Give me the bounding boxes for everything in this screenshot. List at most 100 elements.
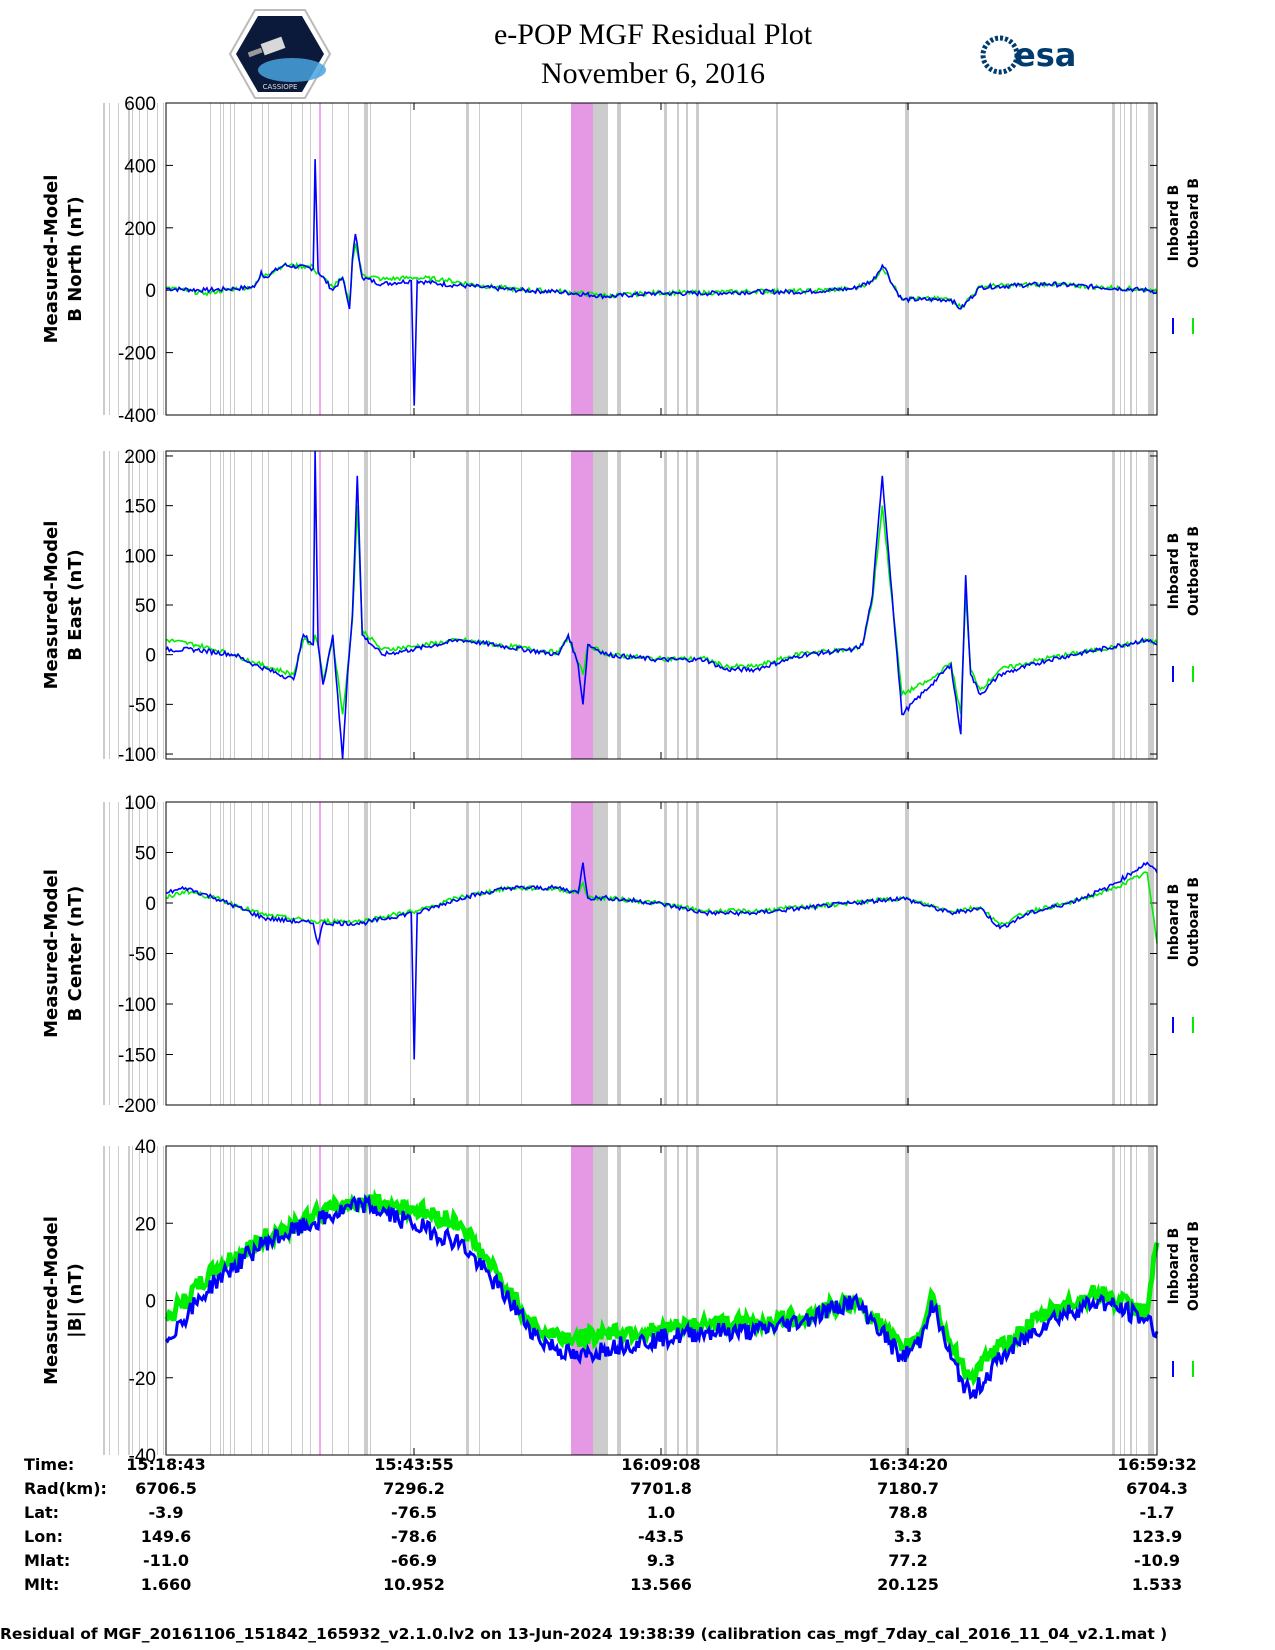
- y-tick-label: 150: [124, 497, 156, 518]
- excluded-band-gray-11: [223, 451, 224, 759]
- excluded-band-gray-1: [109, 103, 110, 415]
- excluded-band-gray-25: [466, 1146, 469, 1455]
- excluded-band-gray-3: [128, 103, 130, 415]
- excluded-band-gray-35: [905, 451, 909, 759]
- excluded-band-gray-27: [521, 451, 522, 759]
- y-axis-east: 200 150 100 50 0 -50 -100: [118, 447, 1158, 766]
- excluded-band-gray-24: [410, 802, 411, 1105]
- ephemeris-column-5: 16:59:32 6704.3 -1.7 123.9 -10.9 1.533: [1117, 1455, 1197, 1594]
- excluded-band-gray-3: [128, 451, 130, 759]
- excluded-band-gray-32: [686, 451, 688, 759]
- excluded-band-gray-14: [251, 451, 252, 759]
- mlat-5: -10.9: [1134, 1551, 1180, 1570]
- inboard-line-north: [165, 159, 1158, 406]
- ephemeris-row-labels: Time: Rad(km): Lat: Lon: Mlat: Mlt:: [24, 1455, 107, 1594]
- excluded-band-gray-11: [223, 802, 224, 1105]
- excluded-band-gray-16: [268, 802, 269, 1105]
- y-label-east-line2: B East (nT): [65, 549, 86, 661]
- excluded-band-gray-13: [234, 451, 235, 759]
- y-label-magnitude-line1: Measured-Model: [41, 1216, 62, 1385]
- lon-5: 123.9: [1132, 1527, 1183, 1546]
- legend-outboard-label: Outboard B: [1186, 877, 1202, 967]
- excluded-band-gray-2: [118, 451, 119, 759]
- excluded-band-gray-20: [332, 103, 333, 415]
- legend-inboard-label: Inboard B: [1166, 185, 1182, 262]
- excluded-band-gray-35: [905, 802, 909, 1105]
- mlat-2: -66.9: [391, 1551, 437, 1570]
- ephemeris-column-2: 15:43:55 7296.2 -76.5 -78.6 -66.9 10.952: [374, 1455, 454, 1594]
- lon-1: 149.6: [141, 1527, 192, 1546]
- excluded-band-gray-29: [617, 802, 621, 1105]
- excluded-band-gray-25: [466, 103, 469, 415]
- excluded-band-gray-33: [696, 451, 699, 759]
- excluded-band-gray-30: [664, 103, 667, 415]
- excluded-band-gray-13: [234, 802, 235, 1105]
- time-3: 16:09:08: [621, 1455, 701, 1474]
- y-label-north-line1: Measured-Model: [41, 175, 62, 344]
- y-label-center-line1: Measured-Model: [41, 869, 62, 1038]
- excluded-band-gray-38: [1124, 802, 1125, 1105]
- excluded-band-gray-14: [251, 1146, 252, 1455]
- excluded-band-gray-33: [696, 1146, 699, 1455]
- excluded-band-gray-29: [617, 451, 621, 759]
- footer-caption: Residual of MGF_20161106_151842_165932_v…: [0, 1625, 1167, 1643]
- excluded-band-gray-17: [291, 802, 292, 1105]
- excluded-band-gray-26: [479, 103, 480, 415]
- excluded-band-gray-22: [364, 451, 368, 759]
- excluded-band-gray-7: [157, 451, 158, 759]
- excluded-band-gray-15: [262, 451, 263, 759]
- excluded-band-gray-25: [466, 451, 469, 759]
- excluded-band-gray-26: [479, 451, 480, 759]
- excluded-band-gray-32: [686, 103, 688, 415]
- legend-outboard-label: Outboard B: [1186, 526, 1202, 616]
- ephemeris-column-4: 16:34:20 7180.7 78.8 3.3 77.2 20.125: [868, 1455, 948, 1594]
- excluded-band-gray-9: [210, 1146, 211, 1455]
- excluded-band-gray-21: [348, 451, 349, 759]
- y-tick-label: -50: [129, 695, 156, 716]
- excluded-band-gray-20: [332, 1146, 333, 1455]
- excluded-band-gray-29: [617, 103, 621, 415]
- legend-outboard-label: Outboard B: [1186, 178, 1202, 268]
- esa-logo-text: esa: [1014, 36, 1076, 74]
- excluded-band-gray-31: [677, 802, 679, 1105]
- excluded-band-gray-34: [776, 103, 778, 415]
- excluded-band-gray-12: [230, 802, 231, 1105]
- excluded-band-pink-1: [571, 1146, 593, 1455]
- panel-b-east: 200 150 100 50 0 -50 -100 Measured-Model B Eas…: [41, 447, 1202, 766]
- excluded-band-gray-2: [118, 1146, 119, 1455]
- y-tick-label: 20: [135, 1214, 156, 1235]
- excluded-band-gray-3: [128, 802, 130, 1105]
- excluded-band-gray-36: [1112, 451, 1115, 759]
- excluded-band-gray-20: [332, 451, 333, 759]
- row-label-time: Time:: [24, 1455, 74, 1474]
- excluded-band-gray-4: [132, 1146, 133, 1455]
- excluded-band-gray-27: [521, 1146, 522, 1455]
- excluded-band-gray-7: [157, 103, 158, 415]
- excluded-band-pink-1: [571, 451, 593, 759]
- mlat-4: 77.2: [888, 1551, 927, 1570]
- legend-outboard-label: Outboard B: [1186, 1221, 1202, 1311]
- excluded-band-pink-0: [319, 1146, 321, 1455]
- excluded-band-gray-0: [103, 451, 105, 759]
- y-tick-label: 100: [124, 793, 156, 814]
- excluded-band-gray-40: [1136, 103, 1137, 415]
- lat-5: -1.7: [1140, 1503, 1175, 1522]
- mlat-1: -11.0: [143, 1551, 189, 1570]
- excluded-band-gray-30: [664, 1146, 667, 1455]
- excluded-band-gray-8: [163, 451, 164, 759]
- excluded-band-gray-5: [139, 451, 140, 759]
- excluded-band-gray-18: [302, 1146, 303, 1455]
- legend-magnitude: Inboard B Outboard B: [1166, 1221, 1202, 1377]
- y-axis-north: 600 400 200 0 -200 -400: [118, 94, 1158, 427]
- y-tick-label: -100: [118, 995, 156, 1016]
- excluded-band-gray-11: [223, 103, 224, 415]
- y-axis-magnitude: 40 20 0 -20 -40: [129, 1137, 1158, 1467]
- excluded-band-gray-2: [118, 802, 119, 1105]
- excluded-band-gray-6: [147, 451, 148, 759]
- excluded-band-gray-4: [132, 451, 133, 759]
- excluded-band-gray-16: [268, 451, 269, 759]
- excluded-band-pink-1: [571, 802, 593, 1105]
- y-label-east-line1: Measured-Model: [41, 521, 62, 690]
- excluded-band-gray-35: [905, 103, 909, 415]
- excluded-band-gray-4: [132, 103, 133, 415]
